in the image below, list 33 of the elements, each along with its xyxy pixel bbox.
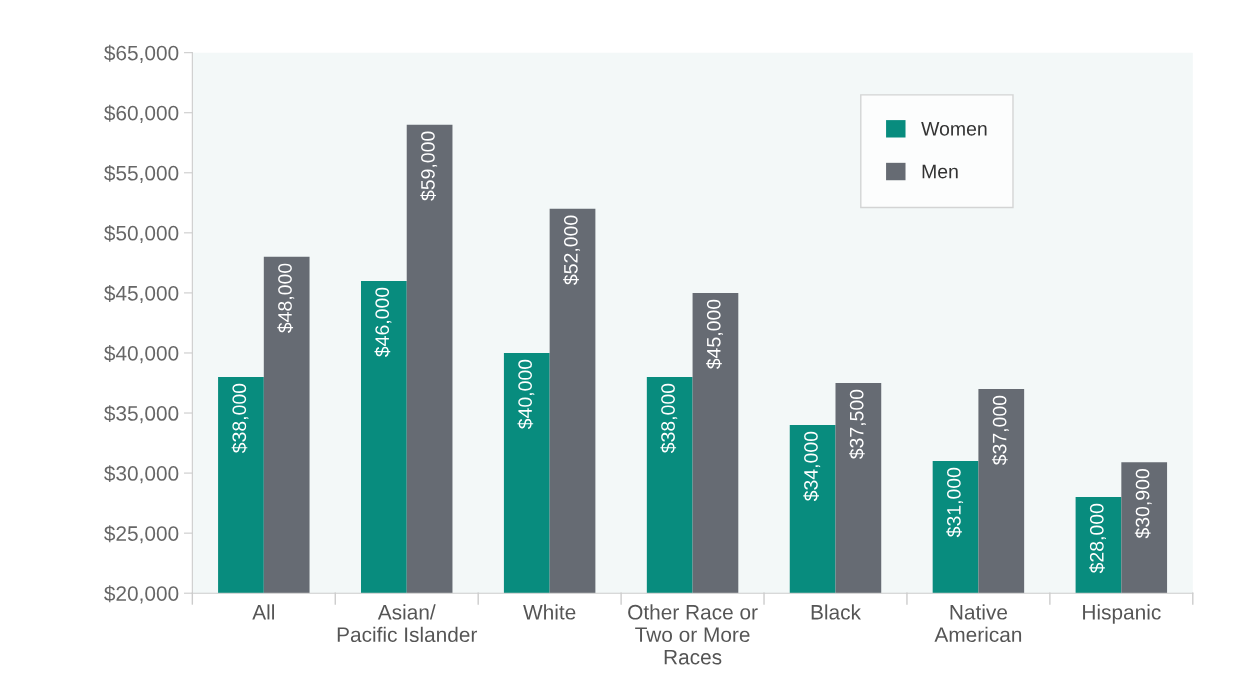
- y-tick-label: $35,000: [104, 405, 179, 424]
- x-tick-label: All: [252, 604, 274, 620]
- y-tick-label: $65,000: [104, 44, 179, 63]
- x-tick-label: Black: [811, 604, 861, 620]
- y-tick-label: $50,000: [104, 224, 179, 244]
- data-label: $38,000: [231, 383, 249, 454]
- x-tick-label: Other Race or Two or More Races: [628, 604, 758, 665]
- data-label: $37,000: [991, 395, 1009, 466]
- x-tick-label: Native American: [934, 604, 1022, 643]
- data-label: $59,000: [420, 131, 438, 201]
- y-tick-label: $55,000: [104, 164, 179, 183]
- y-tick-label: $25,000: [104, 525, 179, 544]
- y-tick-label: $60,000: [104, 104, 179, 123]
- data-label: $28,000: [1089, 503, 1106, 574]
- x-tick-label: White: [523, 604, 576, 620]
- data-label: $34,000: [803, 431, 821, 502]
- data-label: $30,900: [1134, 469, 1152, 539]
- x-tick-label: Asian/ Pacific Islander: [337, 604, 478, 643]
- y-tick-label: $20,000: [104, 585, 179, 604]
- data-label: $52,000: [563, 215, 581, 285]
- y-tick-label: $30,000: [104, 465, 179, 484]
- x-tick-label: Hispanic: [1083, 604, 1161, 624]
- data-label: $45,000: [706, 299, 723, 369]
- data-label: $46,000: [374, 287, 392, 357]
- data-label: $40,000: [517, 359, 535, 430]
- data-label: $38,000: [660, 383, 678, 454]
- data-label: $31,000: [946, 467, 964, 538]
- data-label: $48,000: [277, 263, 295, 333]
- y-tick-label: $40,000: [104, 345, 179, 364]
- legend-label: Women: [921, 122, 987, 136]
- data-label: $37,500: [848, 389, 866, 460]
- legend-label: Men: [922, 164, 958, 179]
- y-tick-label: $45,000: [104, 285, 179, 304]
